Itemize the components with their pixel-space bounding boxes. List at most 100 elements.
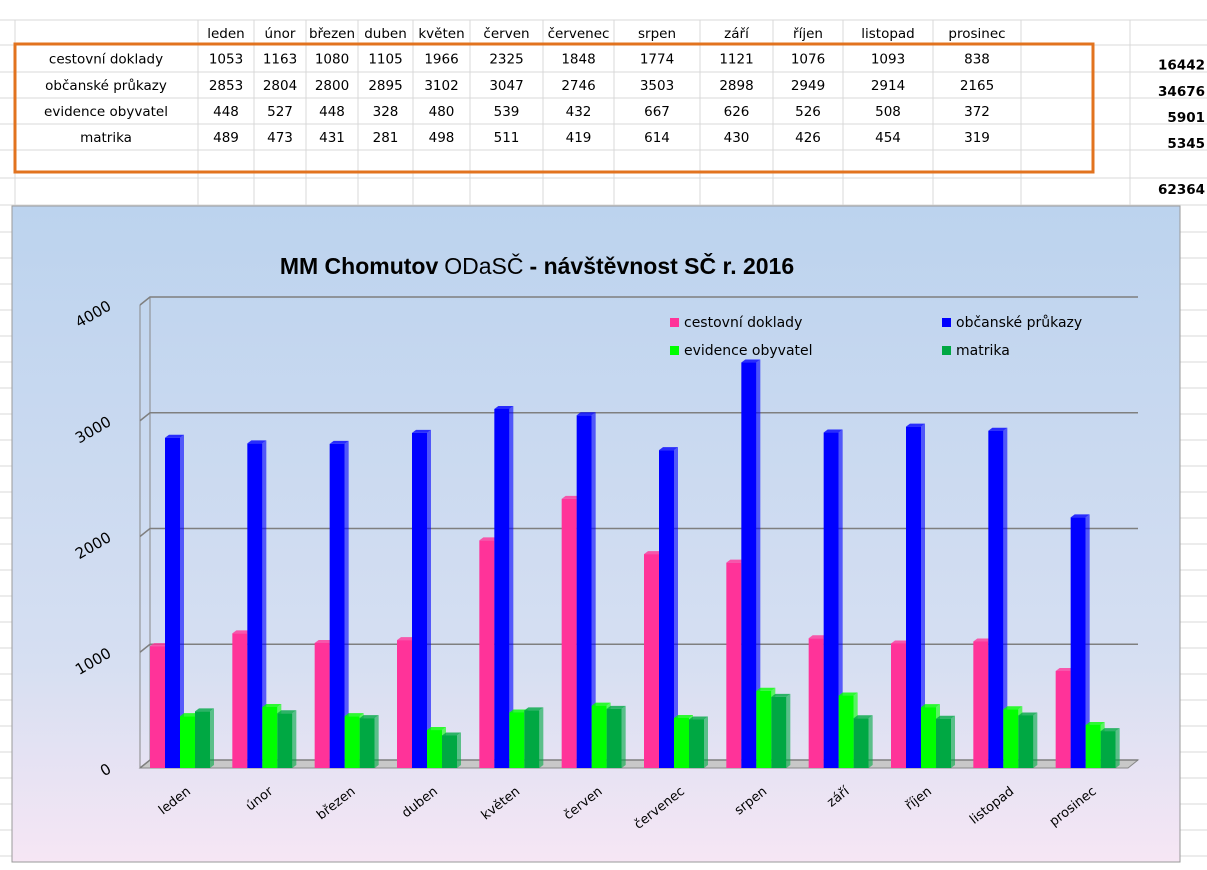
bar-top [936,715,955,719]
bar-front [165,437,180,768]
bar-side [921,423,925,768]
cell-value: 454 [875,130,901,146]
bar [442,732,461,768]
bar [853,715,873,768]
cell-value: 508 [875,104,901,120]
cell-value: 527 [267,104,293,120]
bar-side [621,705,626,768]
bar [359,715,379,768]
bar [494,405,514,768]
grid-line [139,412,1138,422]
cell-value: 431 [319,130,345,146]
cell-value: 419 [566,130,592,146]
cell-value: 2165 [960,78,994,94]
bar-top [442,732,461,736]
bar [329,440,349,768]
bar-side [786,693,791,768]
bar-front [606,708,622,768]
legend-label: evidence obyvatel [684,343,813,359]
column-header: září [724,26,750,42]
bar-top [195,708,214,712]
bar-front [262,706,278,768]
cell-value: 448 [213,104,239,120]
cell-value: 1093 [871,52,905,68]
bar-front [329,443,345,768]
cell-value: 480 [429,104,455,120]
bar-front [576,415,592,768]
bar-front [1055,671,1071,768]
bar-top [150,643,169,647]
bar-front [247,443,263,768]
bar-side [509,405,514,768]
row-total: 5901 [1167,110,1205,126]
bar-side [704,716,708,768]
bar-front [524,710,540,768]
column-header: říjen [793,26,823,42]
bar-top [988,427,1008,431]
bar [689,716,708,768]
cell-value: 1966 [424,52,458,68]
cell-value: 2853 [209,78,243,94]
cell-value: 1163 [263,52,297,68]
bar-top [329,440,349,444]
bar-top [644,551,663,555]
bar-front [479,540,495,768]
bar-top [906,423,925,427]
row-total: 34676 [1158,84,1205,100]
bar-top [397,637,416,641]
cell-value: 430 [724,130,750,146]
cell-value: 1080 [315,52,349,68]
bar-front [1003,709,1019,768]
bar-front [150,646,165,768]
bar-top [891,640,910,644]
bar-side [374,715,379,768]
bar-front [1100,731,1116,768]
bar-front [1070,517,1086,768]
selection-border [13,42,1095,174]
column-header: duben [364,26,407,42]
bar-top [1070,514,1090,518]
bar-side [674,447,678,768]
column-header: leden [207,26,245,42]
bar-top [344,713,364,717]
cell-value: 372 [964,104,990,120]
column-header: červenec [548,26,610,42]
bar-side [756,359,761,768]
bar-front [277,713,293,768]
bar-front [442,735,457,768]
bar-front [891,643,906,768]
bar-front [808,638,824,768]
bar-top [606,705,626,709]
row-total: 5345 [1167,136,1205,152]
cell-value: 2914 [871,78,905,94]
cell-value: 539 [494,104,520,120]
bar-top [277,710,297,714]
bar-front [853,718,869,768]
bar-side [1003,427,1008,768]
cell-value: 838 [964,52,990,68]
bar-top [1003,706,1023,710]
chart-title-part: ODaSČ [444,252,523,279]
bar [936,715,955,768]
grand-total: 62364 [1158,182,1205,198]
cell-value: 1076 [791,52,825,68]
column-header: květen [418,26,464,42]
bar-top [756,687,776,691]
bar [988,427,1008,768]
cell-value: 3503 [640,78,674,94]
bar-side [292,710,297,768]
bar-front [591,705,607,768]
column-header: červen [483,26,529,42]
bar [741,359,761,768]
cell-value: 2746 [561,78,595,94]
bar-side [1115,728,1120,768]
bar-side [1085,514,1090,768]
row-label: evidence obyvatel [44,104,168,120]
cell-value: 1774 [640,52,674,68]
bar-top [674,714,693,718]
cell-value: 2800 [315,78,349,94]
bar [247,440,267,768]
cell-value: 1121 [719,52,753,68]
bar-side [344,440,349,768]
